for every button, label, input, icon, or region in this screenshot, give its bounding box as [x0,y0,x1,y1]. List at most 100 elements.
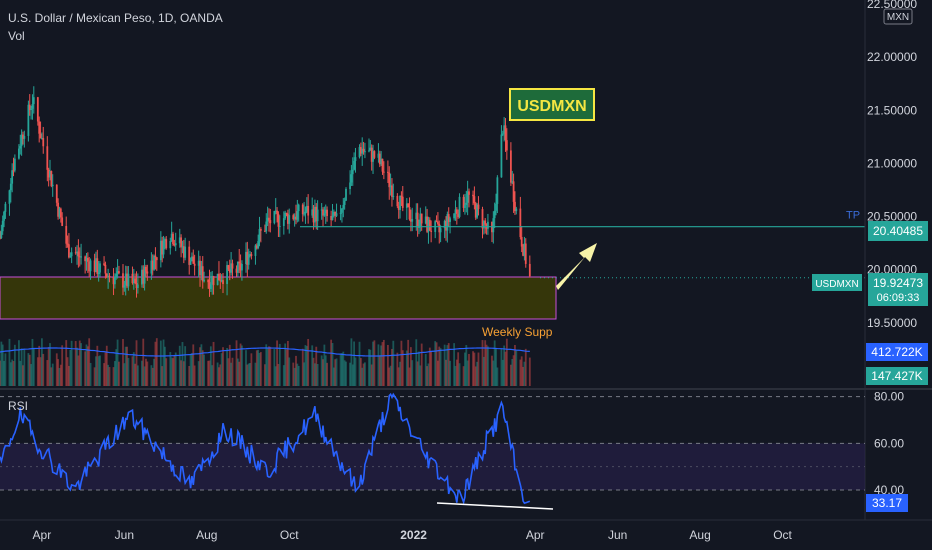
candle-body [188,246,191,265]
volume-bar [58,367,61,386]
candle-body [212,276,215,286]
volume-bar [485,344,488,386]
price-tick-6: 19.50000 [867,316,917,330]
candle-body [354,157,357,161]
volume-bar [250,353,253,386]
volume-bar [32,348,35,386]
volume-bar [435,342,438,386]
volume-bar [46,360,49,386]
symbol-badge [812,274,862,291]
ticker-annotation-text: USDMXN [517,98,586,115]
candle-body [86,257,89,262]
weekly-support-zone[interactable] [0,276,557,320]
volume-bar [105,345,108,386]
volume-bar [454,365,457,386]
candle-body [122,273,124,288]
candle-body [409,219,412,222]
candle-body [161,240,164,255]
candle-body [241,263,243,271]
volume-bar [391,348,393,386]
candle-body [282,218,285,226]
candle-body [418,227,420,229]
weekly-support-label: Weekly Supp [482,325,553,339]
volume-bar [89,362,92,386]
candle-body [377,153,380,158]
volume-last-text: 147.427K [871,369,922,383]
candle-body [245,251,247,264]
volume-bar [0,360,1,386]
candle-body [80,256,82,258]
rsi-divergence-trendline[interactable] [436,502,554,510]
candle-body [1,220,4,232]
candle-body [380,158,383,165]
volume-bar [331,343,334,386]
volume-bar [95,356,97,386]
candle-body [264,230,266,232]
volume-bar [420,343,423,386]
candle-body [278,225,281,227]
candle-body [397,206,400,210]
volume-bar [382,339,385,386]
candle-body [163,239,166,241]
candle-body [339,212,342,214]
volume-bar [324,355,327,386]
candle-body [85,257,88,262]
volume-bar [453,343,456,386]
volume-bar [86,346,89,386]
candle-body [381,158,384,172]
candle-body [181,246,184,248]
candle-body [30,108,32,111]
volume-bar [292,362,295,386]
rsi-tick-2: 40.00 [874,483,904,497]
volume-bar [437,360,439,386]
last-price-text: 19.92473 [873,276,923,290]
ticker-annotation-box[interactable] [509,88,595,121]
candle-body [192,256,195,264]
price-tick-4: 20.50000 [867,210,917,224]
candle-body [0,231,3,239]
volume-bar [304,345,307,386]
volume-bar [181,342,184,386]
volume-bar [155,338,158,386]
time-axis[interactable]: Apr Jun Aug Oct 2022 Apr Jun Aug Oct [33,528,793,542]
candle-body [487,221,489,229]
volume-bar [76,347,78,386]
candle-body [257,241,260,249]
volume-bar [323,344,326,386]
volume-bar [209,346,212,386]
candle-body [265,221,268,232]
rsi-tick-0: 80.00 [874,390,904,404]
volume-bar [36,357,39,386]
volume-bar [354,357,357,386]
volume-bar [231,357,234,386]
candle-body [235,268,238,273]
volume-bar [362,363,365,386]
volume-bar [241,345,243,386]
candle-body [230,263,233,273]
volume-bar [216,362,219,386]
volume-bar [132,352,135,386]
volume-bar [28,354,31,386]
candle-body [472,194,474,197]
rsi-line[interactable] [0,392,531,505]
volume-bar [165,358,168,386]
rsi-label: RSI [8,399,28,413]
volume-bar [257,349,260,386]
candle-body [420,213,423,224]
currency-badge[interactable] [883,8,913,25]
candle-body [57,202,60,217]
candle-body [266,217,269,222]
volume-bar [278,343,281,386]
rsi-tick-1: 60.00 [874,436,904,450]
candle-body [438,223,441,233]
volume-bar [320,355,323,386]
candle-body [189,261,192,265]
candle-body [169,240,172,249]
up-arrow-annotation[interactable] [556,243,597,290]
candle-body [305,205,308,212]
candle-body [211,276,214,284]
candle-body [512,181,515,202]
volume-bar [255,350,258,386]
volume-bar [180,360,183,386]
